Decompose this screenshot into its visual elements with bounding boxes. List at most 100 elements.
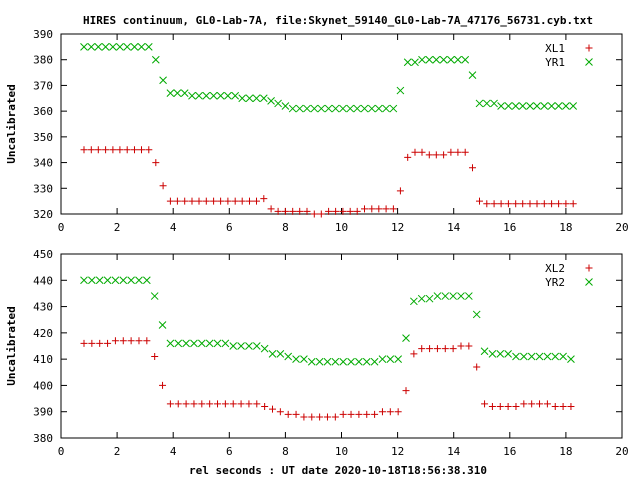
data-point — [310, 210, 318, 218]
data-point — [511, 102, 520, 110]
x-tick-label: 4 — [170, 221, 177, 234]
legend-marker — [585, 58, 593, 66]
x-tick-label: 12 — [391, 221, 404, 234]
data-point — [386, 355, 395, 363]
y-tick-label: 400 — [33, 379, 53, 392]
data-point — [512, 200, 520, 208]
data-point — [267, 205, 275, 213]
data-point — [127, 276, 135, 285]
legend-marker — [585, 44, 593, 52]
data-point — [461, 55, 470, 64]
data-point — [159, 182, 167, 190]
data-point — [188, 197, 196, 205]
data-point — [274, 207, 282, 215]
data-point — [288, 104, 297, 113]
data-point — [174, 339, 183, 348]
data-point — [339, 410, 347, 418]
data-point — [378, 355, 387, 363]
data-point — [497, 102, 505, 110]
data-point — [190, 339, 198, 348]
data-point — [543, 352, 552, 361]
data-point — [119, 276, 128, 285]
data-point — [80, 146, 88, 154]
data-point — [209, 91, 218, 100]
data-point — [457, 292, 465, 300]
x-tick-label: 2 — [114, 221, 121, 234]
data-point — [449, 292, 457, 300]
data-point — [439, 55, 448, 64]
data-point — [432, 151, 440, 159]
data-point — [252, 94, 261, 103]
data-point — [481, 400, 489, 408]
data-point — [216, 91, 225, 100]
data-point — [198, 400, 206, 408]
data-point — [488, 402, 496, 410]
data-point — [425, 294, 434, 303]
data-point — [402, 387, 410, 395]
data-point — [425, 151, 433, 159]
data-point — [221, 339, 230, 348]
data-point — [367, 104, 376, 113]
data-point — [276, 408, 284, 416]
data-point — [237, 400, 245, 408]
x-tick-label: 20 — [615, 445, 628, 458]
x-tick-label: 14 — [447, 221, 461, 234]
data-point — [449, 345, 457, 353]
x-tick-label: 6 — [226, 221, 233, 234]
data-point — [88, 276, 96, 285]
data-point — [317, 210, 325, 218]
data-point — [292, 410, 300, 418]
data-point — [123, 146, 131, 154]
data-point — [404, 153, 412, 161]
data-point — [307, 357, 316, 366]
chart-title: HIRES continuum, GL0-Lab-7A, file:Skynet… — [83, 14, 593, 27]
data-point — [152, 159, 160, 167]
data-point — [111, 337, 119, 345]
data-point — [245, 400, 253, 408]
data-point — [454, 55, 462, 64]
data-point — [526, 102, 534, 110]
x-tick-label: 16 — [503, 221, 516, 234]
y-tick-label: 390 — [33, 406, 53, 419]
data-point — [355, 410, 363, 418]
data-point — [284, 352, 293, 361]
data-point — [268, 350, 277, 358]
data-point — [331, 413, 339, 421]
data-point — [418, 148, 426, 156]
data-point — [411, 148, 419, 156]
data-point — [475, 99, 484, 108]
data-point — [536, 400, 544, 408]
data-point — [504, 402, 512, 410]
data-point — [151, 55, 160, 64]
data-point — [281, 102, 290, 110]
y-tick-label: 350 — [33, 131, 53, 144]
data-point — [95, 276, 104, 285]
y-tick-label: 320 — [33, 208, 53, 221]
data-point — [332, 207, 340, 215]
data-point — [166, 339, 175, 348]
data-point — [252, 342, 261, 350]
x-tick-label: 2 — [114, 445, 121, 458]
data-point — [353, 104, 362, 113]
data-point — [394, 355, 403, 363]
x-tick-label: 12 — [391, 445, 404, 458]
y-axis-label: Uncalibrated — [5, 306, 18, 385]
data-point — [217, 197, 225, 205]
x-tick-label: 8 — [282, 445, 289, 458]
data-point — [267, 97, 275, 105]
data-point — [292, 355, 300, 363]
data-point — [370, 357, 379, 366]
data-point — [394, 408, 402, 416]
data-point — [182, 400, 190, 408]
data-point — [174, 400, 182, 408]
data-point — [238, 94, 247, 103]
data-point — [224, 91, 232, 100]
data-point — [519, 352, 528, 361]
data-point — [457, 342, 465, 350]
data-point — [159, 76, 167, 85]
data-point — [520, 400, 528, 408]
data-point — [331, 357, 340, 366]
y-axis-label: Uncalibrated — [5, 84, 18, 163]
data-point — [389, 205, 397, 213]
